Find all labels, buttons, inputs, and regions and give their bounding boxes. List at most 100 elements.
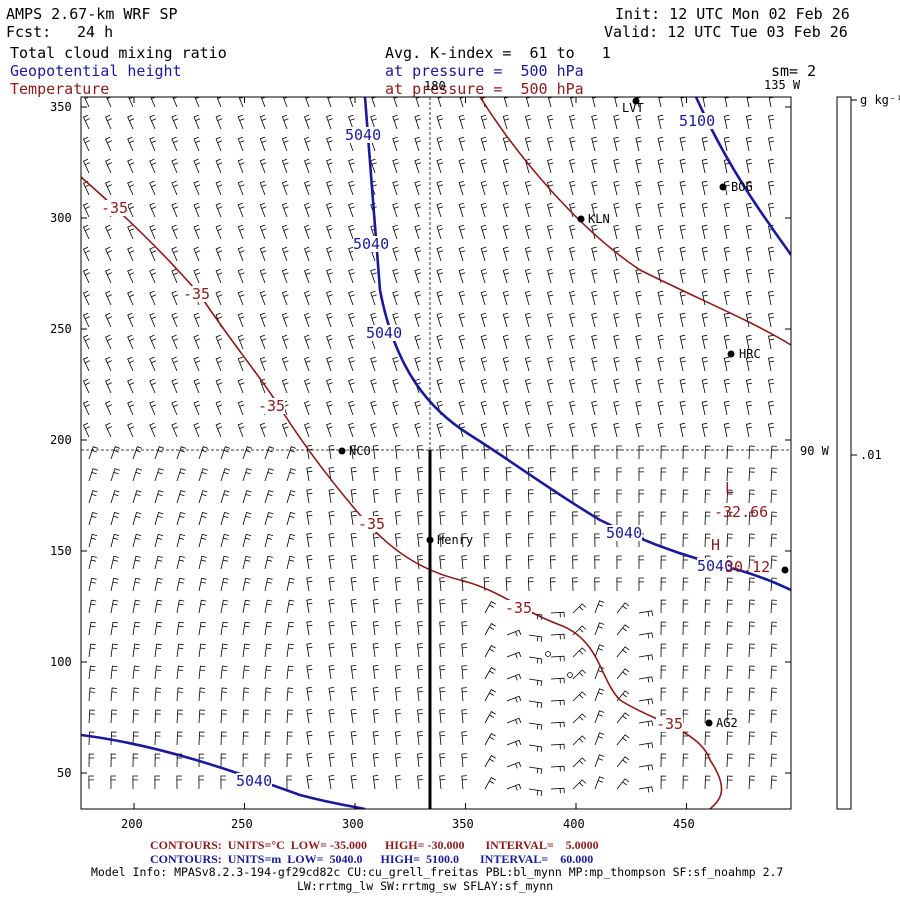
wind-barb [502, 422, 510, 438]
wind-barb [414, 400, 422, 416]
wind-barb [461, 731, 468, 746]
height-label: 5040 [236, 772, 273, 790]
wind-barb [171, 378, 179, 394]
wind-barb [436, 356, 444, 372]
low-marker: L [725, 479, 735, 497]
wind-barb [635, 290, 642, 306]
wind-barb [660, 775, 667, 790]
wind-barb [370, 400, 377, 416]
wind-barb [745, 312, 753, 328]
wind-barb [417, 555, 423, 570]
wind-barb [176, 687, 184, 702]
wind-barb [171, 334, 179, 350]
wind-barb [82, 422, 90, 438]
wind-barb [237, 224, 245, 240]
wind-barb [350, 643, 357, 658]
height-label: 5040 [697, 557, 734, 575]
wind-barb [259, 334, 267, 350]
y-tick-label: 200 [50, 433, 72, 447]
wind-barb [528, 678, 543, 686]
wind-barb [480, 268, 488, 284]
wind-barb [528, 766, 543, 774]
wind-barb [701, 356, 708, 372]
wind-barb [259, 356, 267, 372]
wind-barb [154, 621, 163, 636]
meridian-label-135w: 135 W [764, 78, 801, 92]
wind-barb [439, 665, 446, 680]
wind-barb [613, 224, 620, 240]
x-tick-label: 350 [452, 817, 474, 831]
wind-barb [149, 246, 157, 262]
wind-barb [770, 775, 777, 790]
wind-barb [525, 97, 532, 108]
wind-barb [326, 290, 333, 306]
wind-barb [572, 533, 578, 548]
wind-barb [132, 555, 141, 570]
wind-barb [616, 756, 630, 768]
wind-barb [88, 753, 95, 768]
wind-barb [328, 533, 335, 548]
wind-barb [216, 97, 223, 108]
wind-barb [591, 378, 598, 394]
wind-barb [171, 180, 179, 196]
wind-barb [484, 689, 496, 702]
wind-barb [303, 334, 311, 350]
wind-barb [704, 621, 711, 636]
wind-barb [88, 731, 95, 746]
wind-barb [132, 577, 141, 592]
wind-barb [547, 114, 554, 130]
wind-barb [242, 490, 252, 504]
wind-barb [723, 334, 731, 350]
wind-barb [414, 290, 422, 306]
wind-barb [417, 533, 423, 548]
wind-barb [506, 673, 522, 681]
wind-barb [572, 735, 587, 746]
wind-barb [394, 643, 401, 658]
wind-barb [635, 246, 642, 262]
wind-barb [682, 599, 689, 614]
wind-barb [439, 687, 446, 702]
wind-barb [215, 422, 223, 438]
wind-barb [484, 667, 496, 680]
wind-barb [704, 445, 711, 460]
wind-barb [127, 334, 135, 350]
wind-barb [524, 356, 532, 372]
wind-barb [657, 334, 664, 350]
wind-barb [528, 634, 543, 642]
wind-barb [198, 775, 204, 790]
wind-barb [746, 97, 753, 108]
wind-barb [549, 511, 556, 526]
wind-barb [417, 687, 423, 702]
wind-barb [657, 356, 664, 372]
wind-barb [326, 334, 333, 350]
x-tick-label: 250 [231, 817, 253, 831]
wind-barb [286, 621, 295, 636]
wind-barb [392, 378, 399, 394]
wind-barb [238, 97, 245, 108]
wind-barb [704, 489, 711, 504]
wind-barb [614, 97, 620, 108]
wind-barb [328, 775, 335, 790]
wind-barb [505, 555, 512, 570]
wind-barb [679, 180, 686, 196]
wind-barb [350, 533, 357, 548]
meridian-label-90w: 90 W [800, 444, 829, 458]
wind-barb [635, 422, 642, 438]
wind-barb [458, 334, 466, 350]
wind-barb [306, 664, 313, 680]
wind-barb [215, 334, 223, 350]
wind-barb [550, 787, 565, 794]
wind-barb [723, 290, 731, 306]
wind-barb [436, 268, 444, 284]
wind-barb [303, 422, 311, 438]
wind-barb [704, 775, 711, 790]
wind-barb [483, 577, 490, 592]
wind-barb [572, 669, 587, 680]
wind-barb [348, 334, 355, 350]
wind-barb [547, 224, 554, 240]
wind-barb [704, 731, 711, 746]
wind-barb [154, 731, 161, 746]
wind-barb [505, 489, 512, 504]
wind-barb [259, 202, 267, 218]
wind-barb [372, 599, 379, 614]
